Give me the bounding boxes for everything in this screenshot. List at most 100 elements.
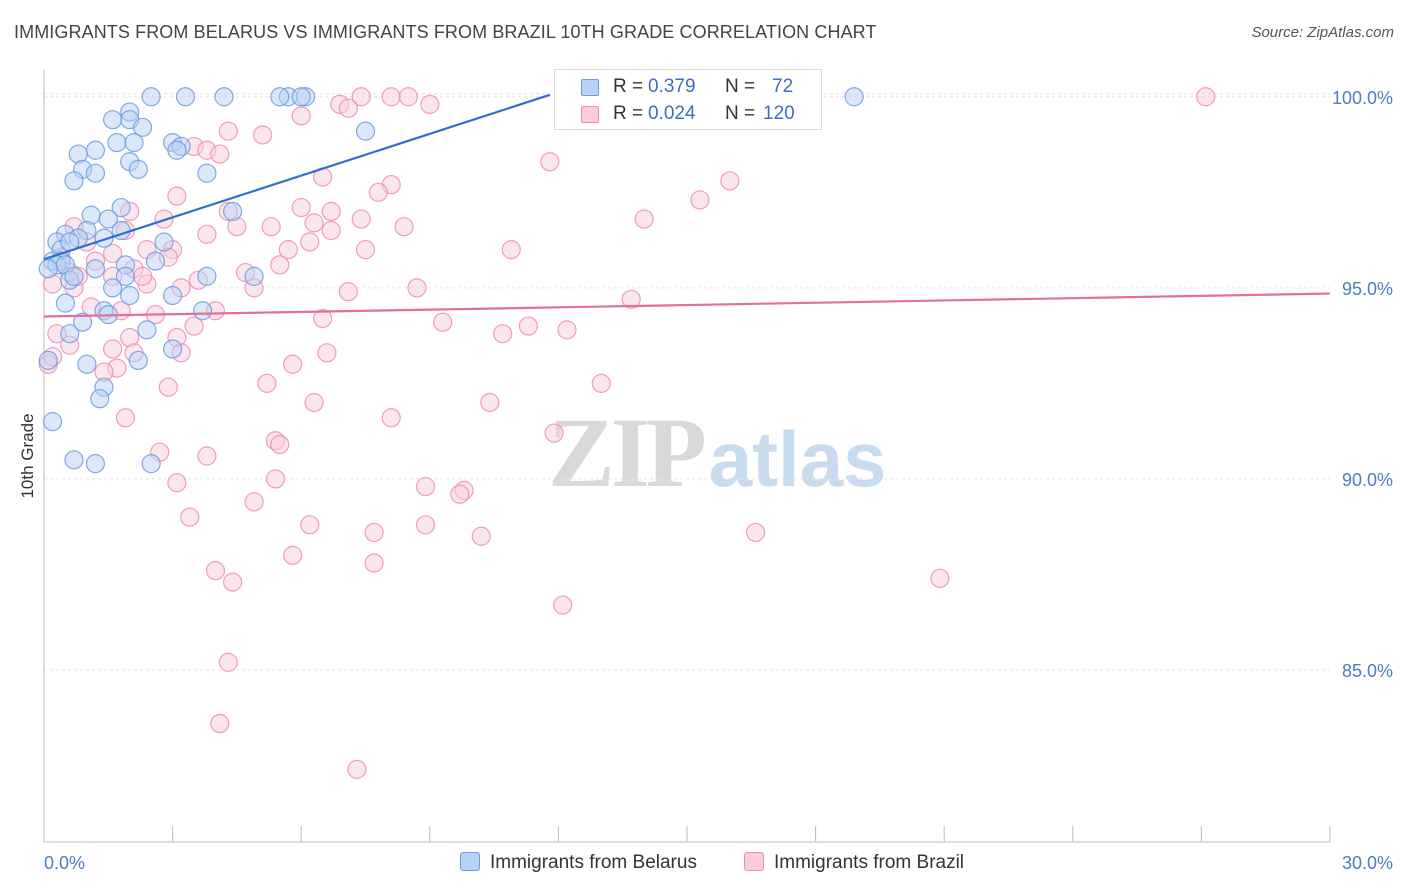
legend-item-belarus: Immigrants from Belarus	[460, 852, 697, 874]
chart-title: IMMIGRANTS FROM BELARUS VS IMMIGRANTS FR…	[14, 22, 877, 42]
point-brazil	[270, 255, 290, 275]
point-brazil	[690, 190, 710, 210]
point-brazil	[415, 515, 436, 535]
legend-swatch-belarus	[581, 79, 599, 96]
legend-swatch-brazil	[744, 852, 764, 871]
point-brazil	[381, 87, 401, 107]
point-brazil	[184, 316, 204, 336]
trend-line-belarus	[43, 93, 551, 261]
point-brazil	[493, 324, 513, 344]
point-brazil	[278, 240, 298, 260]
legend-n-value: 120	[763, 103, 795, 124]
point-belarus	[214, 87, 234, 107]
point-brazil	[398, 87, 418, 107]
point-brazil	[300, 515, 320, 535]
series-legend: Immigrants from Belarus Immigrants from …	[0, 852, 1406, 878]
stats-legend: R = 0.379 N = 72 R = 0.024 N = 120	[554, 69, 822, 130]
point-belarus	[193, 301, 213, 321]
point-brazil	[351, 87, 371, 107]
point-brazil	[745, 522, 766, 543]
point-brazil	[210, 144, 230, 164]
point-belarus	[141, 454, 161, 474]
point-brazil	[244, 492, 264, 512]
point-brazil	[364, 553, 384, 573]
point-brazil	[364, 522, 384, 543]
point-brazil	[557, 320, 577, 340]
point-belarus	[102, 110, 123, 130]
point-belarus	[355, 121, 376, 141]
point-brazil	[407, 278, 427, 298]
legend-n-label: N =	[725, 76, 756, 97]
point-belarus	[145, 251, 166, 271]
point-belarus	[223, 201, 243, 222]
point-belarus	[38, 259, 58, 279]
point-brazil	[167, 473, 187, 493]
point-brazil	[540, 152, 560, 172]
point-brazil	[291, 106, 311, 126]
point-brazil	[317, 343, 337, 363]
point-brazil	[720, 171, 740, 191]
point-belarus	[64, 171, 84, 191]
point-belarus	[85, 140, 106, 160]
point-belarus	[102, 278, 123, 298]
point-brazil	[253, 125, 273, 145]
point-belarus	[55, 293, 76, 313]
point-belarus	[175, 87, 196, 107]
watermark: ZIPatlas	[548, 395, 887, 510]
point-brazil	[930, 568, 950, 588]
point-brazil	[304, 213, 324, 233]
point-brazil	[102, 243, 123, 264]
point-belarus	[64, 450, 84, 470]
point-belarus	[64, 266, 84, 286]
legend-label-belarus: Immigrants from Belarus	[490, 852, 697, 873]
point-brazil	[210, 713, 230, 734]
point-brazil	[394, 217, 414, 237]
point-brazil	[218, 652, 238, 672]
point-belarus	[128, 159, 148, 179]
point-brazil	[102, 339, 123, 359]
axis-labels: 85.0% 90.0% 95.0% 100.0% 0.0% 30.0% 10th Grade	[18, 88, 1393, 873]
axes	[43, 70, 1331, 843]
point-brazil	[205, 561, 226, 581]
point-belarus	[154, 232, 174, 252]
point-belarus	[141, 87, 161, 107]
point-brazil	[355, 240, 376, 260]
point-belarus	[163, 285, 183, 306]
point-brazil	[553, 595, 573, 615]
point-belarus	[197, 266, 217, 286]
point-belarus	[124, 133, 144, 153]
legend-n-label: N =	[725, 103, 756, 124]
point-brazil	[158, 377, 178, 397]
point-brazil	[180, 507, 200, 527]
point-belarus	[85, 259, 106, 279]
point-belarus	[844, 87, 864, 107]
point-brazil	[351, 209, 371, 229]
point-belarus	[128, 350, 148, 371]
point-belarus	[270, 87, 290, 107]
y-axis-label: 10th Grade	[18, 413, 37, 498]
series-belarus-points	[38, 87, 864, 474]
point-brazil	[115, 408, 136, 428]
point-brazil	[218, 121, 238, 141]
point-brazil	[197, 224, 217, 244]
point-brazil	[270, 434, 290, 455]
point-brazil	[197, 446, 217, 466]
point-brazil	[300, 232, 320, 252]
legend-row-brazil: R = 0.024 N = 120	[555, 101, 821, 127]
source-credit: Source: ZipAtlas.com	[1251, 24, 1394, 41]
y-tick-label: 85.0%	[1342, 661, 1393, 681]
point-belarus	[107, 133, 127, 153]
point-brazil	[291, 197, 311, 218]
point-brazil	[480, 392, 500, 413]
x-tick-label: 30.0%	[1342, 853, 1393, 873]
point-brazil	[313, 308, 333, 329]
legend-label-brazil: Immigrants from Brazil	[774, 852, 965, 873]
point-belarus	[291, 87, 311, 107]
point-brazil	[621, 289, 641, 309]
point-brazil	[544, 423, 564, 443]
point-brazil	[450, 484, 470, 504]
legend-swatch-belarus	[460, 852, 480, 871]
trend-lines	[43, 93, 1331, 318]
point-brazil	[518, 316, 538, 336]
